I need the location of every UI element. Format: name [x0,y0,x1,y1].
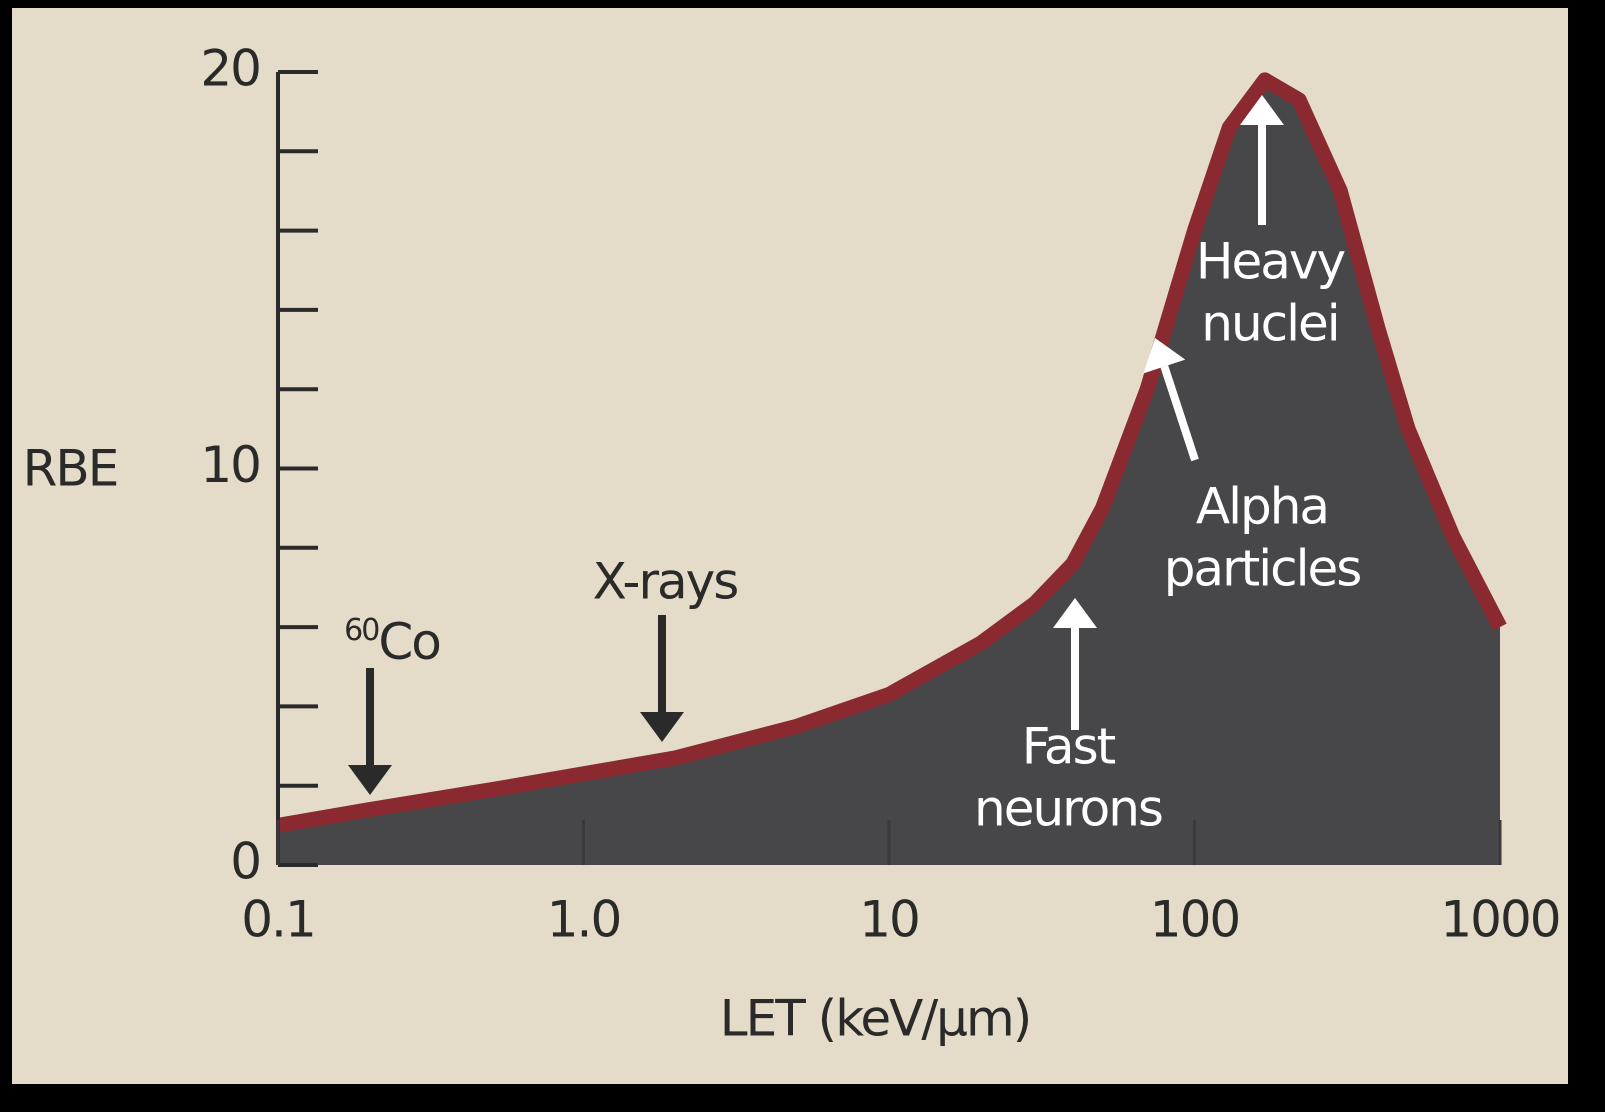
annotation: Heavy [1196,233,1346,291]
annotation: Alpha [1196,478,1328,536]
annotation: nuclei [1201,295,1338,353]
y-tick-label: 20 [200,40,260,98]
x-tick-label: 100 [1150,891,1239,949]
annotation: 60Co [344,613,440,671]
area [278,79,1500,865]
annotation-text: Co [378,613,440,671]
arrow-head [1143,338,1186,374]
area-edge [276,72,1507,833]
y-axis-label: RBE [23,440,118,498]
annotation: particles [1164,540,1361,598]
y-tick-label: 10 [200,436,260,494]
x-tick-label: 1.0 [547,891,621,949]
arrow-head [640,712,684,742]
arrow-head [1053,598,1097,628]
y-tick-label: 0 [230,833,260,891]
x-tick-label: 1000 [1440,891,1559,949]
x-axis-label: LET (keV/μm) [720,990,1030,1048]
arrow-shaft [1160,365,1199,462]
arrow-head [1240,95,1284,125]
annotation: X-rays [593,553,738,611]
x-tick-label: 10 [859,891,919,949]
annotation: neurons [974,780,1162,838]
x-tick-label: 0.1 [241,891,315,949]
arrow-head [348,765,392,795]
annotation-sup: 60 [344,613,379,648]
annotation: Fast [1022,718,1116,776]
